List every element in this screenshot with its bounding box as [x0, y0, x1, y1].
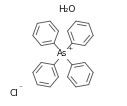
- Text: H₂O: H₂O: [58, 4, 76, 13]
- Text: +: +: [67, 45, 72, 50]
- Text: Cl: Cl: [9, 89, 18, 98]
- Text: ⁻: ⁻: [19, 86, 22, 91]
- Text: As: As: [57, 50, 67, 59]
